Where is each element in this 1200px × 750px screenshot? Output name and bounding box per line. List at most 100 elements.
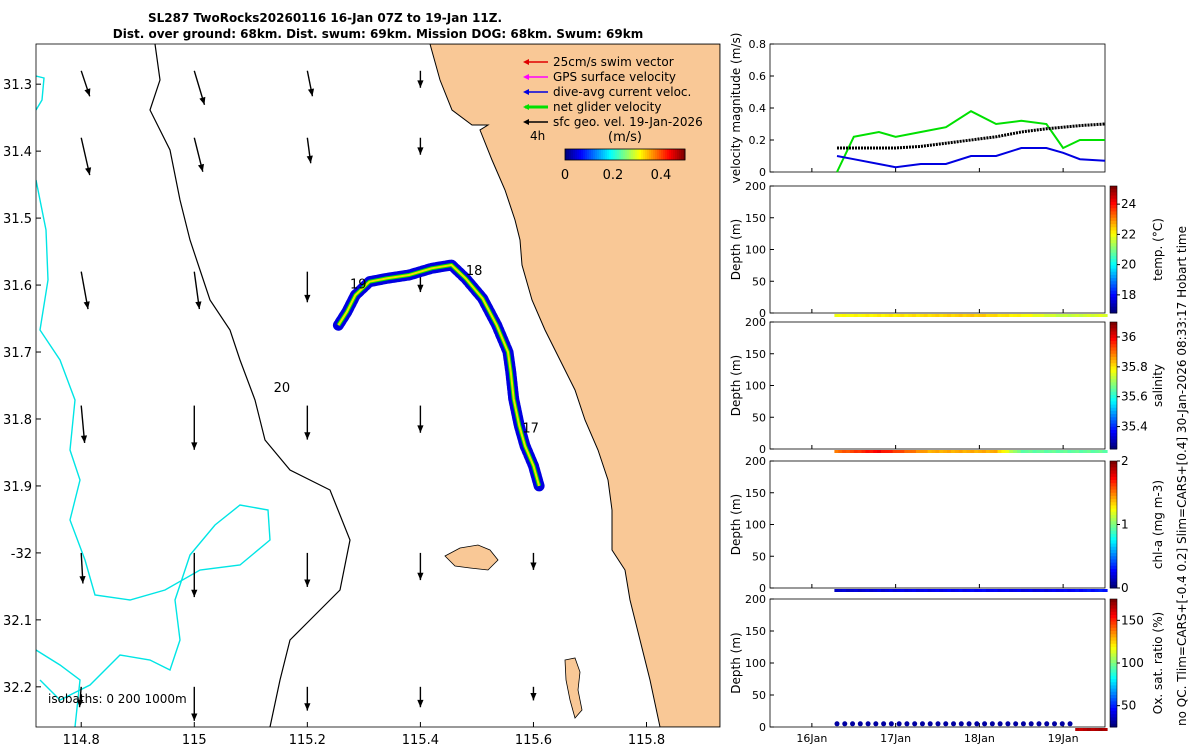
data-column <box>1075 728 1081 731</box>
colorbar-segment <box>1110 429 1117 434</box>
colorbar-segment <box>1110 217 1117 222</box>
colorbar-segment <box>1110 445 1117 450</box>
geo-vector-head <box>307 88 315 97</box>
data-column <box>1102 728 1108 731</box>
data-point <box>919 721 925 727</box>
colorbar-segment <box>577 149 580 160</box>
colorbar-segment <box>567 149 570 160</box>
data-column <box>966 314 972 317</box>
colorbar-segment <box>1110 353 1117 358</box>
map-y-tick-label: 31.4 <box>3 145 32 160</box>
colorbar-segment <box>681 149 684 160</box>
data-column <box>1036 589 1042 592</box>
data-column <box>846 450 852 453</box>
geo-vector-head <box>530 562 537 570</box>
data-column <box>842 589 848 592</box>
colorbar-segment <box>1110 483 1117 487</box>
colorbar-segment <box>609 149 612 160</box>
data-point <box>912 721 918 727</box>
colorbar-segment <box>1110 239 1117 244</box>
panel-y-tick-label: 200 <box>745 180 766 193</box>
data-column <box>877 589 883 592</box>
colorbar-segment <box>1110 602 1117 606</box>
data-column <box>1098 314 1104 317</box>
geo-vector-head <box>417 80 424 88</box>
data-column <box>838 450 844 453</box>
data-column <box>966 589 972 592</box>
data-column <box>1102 314 1108 317</box>
data-column <box>904 589 910 592</box>
data-column <box>900 589 906 592</box>
legend-arrowhead <box>523 89 529 95</box>
map-y-tick-label: 32.1 <box>3 614 32 629</box>
colorbar-segment <box>613 149 616 160</box>
panel-y-tick-label: 200 <box>745 316 766 329</box>
geo-vector-head <box>530 693 537 701</box>
geo-vector-head <box>80 435 88 443</box>
geo-vector-head <box>417 147 424 155</box>
data-column <box>1001 589 1007 592</box>
colorbar-segment <box>1110 208 1117 212</box>
colorbar-segment <box>667 149 670 160</box>
data-column <box>915 450 922 453</box>
data-column <box>884 589 891 592</box>
data-column <box>947 589 953 592</box>
colorbar-tick-label: 18 <box>1121 288 1136 302</box>
data-column <box>1044 450 1050 453</box>
panel-y-tick-label: 100 <box>745 519 766 532</box>
data-column <box>1051 450 1058 453</box>
colorbar-tick-label: 35.8 <box>1121 360 1148 374</box>
colorbar-segment <box>641 149 644 160</box>
data-column <box>834 314 840 317</box>
panel-y-tick-label: 50 <box>752 275 766 288</box>
time-series-panels: 0 0.2 0.4 0.6 0.8 velocity magnitude (m/s) 0 50… <box>729 33 1165 745</box>
data-column <box>1079 589 1085 592</box>
data-column <box>943 314 949 317</box>
colorbar-segment <box>1110 255 1117 260</box>
colorbar-segment <box>1110 568 1117 573</box>
data-column <box>978 450 984 453</box>
data-column <box>1098 728 1104 731</box>
colorbar-segment <box>1110 385 1117 390</box>
colorbar-segment <box>1110 659 1117 664</box>
data-column <box>865 450 871 453</box>
colorbar-segment <box>607 149 610 160</box>
map-x-tick-label: 115 <box>182 733 207 748</box>
colorbar-segment <box>1110 198 1117 203</box>
colorbar-segment <box>1110 290 1117 295</box>
data-column <box>931 450 937 453</box>
colorbar-segment <box>1110 407 1117 412</box>
colorbar-tick-label: 2 <box>1121 454 1129 468</box>
data-column <box>1024 450 1030 453</box>
data-column <box>1090 314 1096 317</box>
data-column <box>900 450 906 453</box>
colorbar-segment <box>573 149 576 160</box>
colorbar-segment <box>1110 442 1117 447</box>
colorbar-segment <box>591 149 594 160</box>
colorbar-segment <box>1110 404 1117 409</box>
data-column <box>857 589 863 592</box>
colorbar-segment <box>1110 480 1117 484</box>
colorbar-segment <box>1110 220 1117 225</box>
data-point <box>1020 721 1026 727</box>
colorbar-segment <box>601 149 604 160</box>
data-column <box>884 314 891 317</box>
colorbar-segment <box>1110 382 1117 386</box>
colorbar-segment <box>1110 322 1117 326</box>
colorbar-segment <box>1110 271 1117 276</box>
colorbar-segment <box>1110 701 1117 706</box>
data-column <box>1102 450 1108 453</box>
colorbar-segment <box>1110 243 1117 247</box>
data-point <box>865 721 871 727</box>
data-column <box>865 314 871 317</box>
data-point <box>896 721 902 727</box>
colorbar-segment <box>1110 293 1117 298</box>
data-column <box>1094 589 1100 592</box>
geo-vector-head <box>195 301 202 310</box>
day-label: 18 <box>466 264 483 279</box>
panel-y-tick-label: 100 <box>745 657 766 670</box>
data-column <box>873 589 879 592</box>
data-column <box>962 314 968 317</box>
colorbar-segment <box>653 149 656 160</box>
colorbar-segment <box>1110 556 1117 560</box>
